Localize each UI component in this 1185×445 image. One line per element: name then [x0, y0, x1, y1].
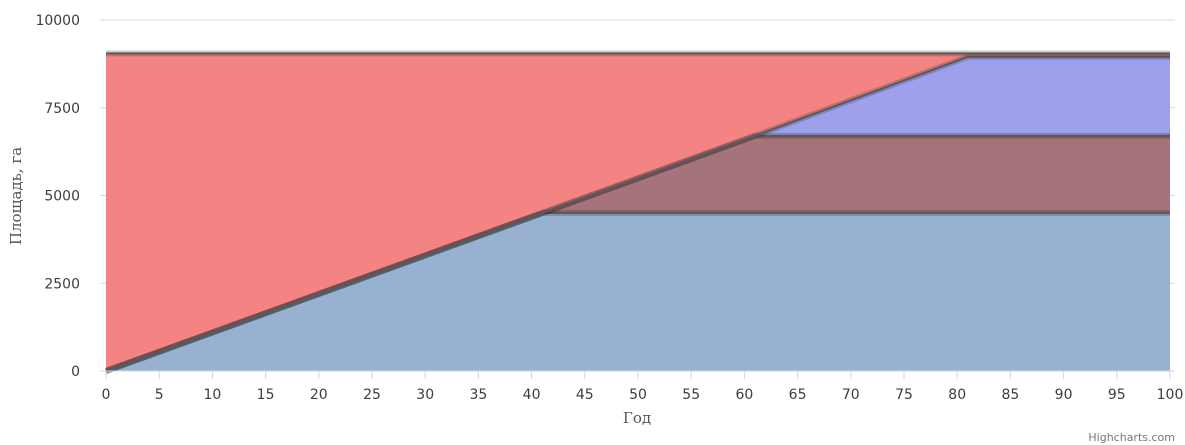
- x-tick-label: 40: [523, 387, 541, 403]
- y-tick-label: 2500: [44, 276, 80, 292]
- x-axis-title: Год: [623, 409, 651, 427]
- x-tick-label: 0: [102, 387, 111, 403]
- x-tick-label: 60: [735, 387, 753, 403]
- x-tick-label: 80: [948, 387, 966, 403]
- x-tick-label: 15: [257, 387, 275, 403]
- x-axis: 0 5 10 15 20 25 30 35 40 45 50 55 60 65 70 75 80 85 90 95 10…: [100, 370, 1184, 403]
- series-lines: [104, 50, 1170, 374]
- y-tick-label: 7500: [44, 101, 80, 117]
- x-tick-label: 75: [895, 387, 913, 403]
- x-tick-label: 50: [629, 387, 647, 403]
- x-tick-label: 70: [842, 387, 860, 403]
- x-tick-label: 35: [469, 387, 487, 403]
- x-tick-label: 95: [1108, 387, 1126, 403]
- series-line: [105, 55, 1170, 372]
- x-tick-label: 85: [1001, 387, 1019, 403]
- series-area: [106, 53, 1170, 372]
- x-tick-label: 55: [682, 387, 700, 403]
- x-tick-label: 100: [1157, 387, 1184, 403]
- y-tick-label: 5000: [44, 189, 80, 205]
- credits-link[interactable]: Highcharts.com: [1088, 431, 1175, 444]
- x-tick-label: 90: [1055, 387, 1073, 403]
- y-tick-label: 10000: [35, 13, 80, 29]
- y-axis-title: Площадь, га: [7, 147, 25, 245]
- series-area: [106, 135, 1170, 371]
- x-tick-label: 65: [789, 387, 807, 403]
- x-tick-label: 45: [576, 387, 594, 403]
- x-tick-label: 30: [416, 387, 434, 403]
- x-tick-label: 25: [363, 387, 381, 403]
- x-tick-label: 20: [310, 387, 328, 403]
- y-tick-label: 0: [71, 364, 80, 380]
- x-tick-label: 10: [203, 387, 221, 403]
- series-area: [106, 213, 1170, 371]
- x-tick-label: 5: [155, 387, 164, 403]
- y-axis: 0 2500 5000 7500 10000: [35, 13, 80, 380]
